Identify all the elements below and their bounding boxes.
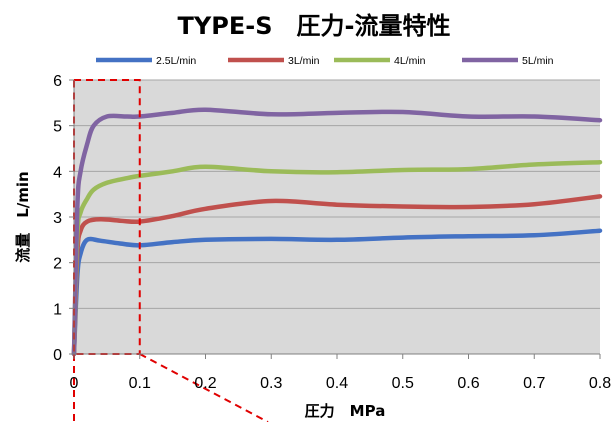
series-line-3L/min <box>71 194 603 357</box>
series-line-2.5L/min <box>71 228 603 357</box>
series-lines <box>71 107 603 357</box>
x-axis-title: 圧力 MPa <box>305 402 386 420</box>
x-tick-label: 0.6 <box>457 375 479 392</box>
x-tick-label: 0 <box>70 375 79 392</box>
y-tick-label: 0 <box>53 347 62 364</box>
x-tick-label: 0.4 <box>326 375 348 392</box>
legend-label: 5L/min <box>522 55 554 67</box>
x-tick-label: 0.5 <box>392 375 414 392</box>
series-line-4L/min <box>71 159 603 357</box>
x-tick-label: 0.1 <box>129 375 151 392</box>
series-line-5L/min <box>71 107 603 357</box>
x-tick-label: 0.2 <box>194 375 216 392</box>
y-tick-label: 4 <box>53 164 62 181</box>
y-tick-label: 2 <box>53 256 62 273</box>
chart-title: TYPE-S 圧力-流量特性 <box>178 12 451 40</box>
legend: 2.5L/min 3L/min 4L/min 5L/min <box>96 55 554 67</box>
legend-label: 2.5L/min <box>156 55 196 67</box>
y-tick-label: 5 <box>53 119 62 136</box>
y-tick-label: 6 <box>53 73 62 90</box>
axes: 0 1 2 3 4 5 6 0 0.1 0.2 0.3 0.4 0.5 0.6 0.7 0.8 <box>53 73 611 392</box>
zoom-line-right <box>139 353 269 422</box>
x-tick-label: 0.7 <box>523 375 545 392</box>
y-tick-label: 1 <box>53 301 62 318</box>
legend-label: 4L/min <box>394 55 426 67</box>
x-tick-label: 0.8 <box>589 375 611 392</box>
legend-label: 3L/min <box>288 55 320 67</box>
y-tick-label: 3 <box>53 210 62 227</box>
x-tick-label: 0.3 <box>260 375 282 392</box>
y-axis-title: 流量 L/min <box>14 171 32 263</box>
